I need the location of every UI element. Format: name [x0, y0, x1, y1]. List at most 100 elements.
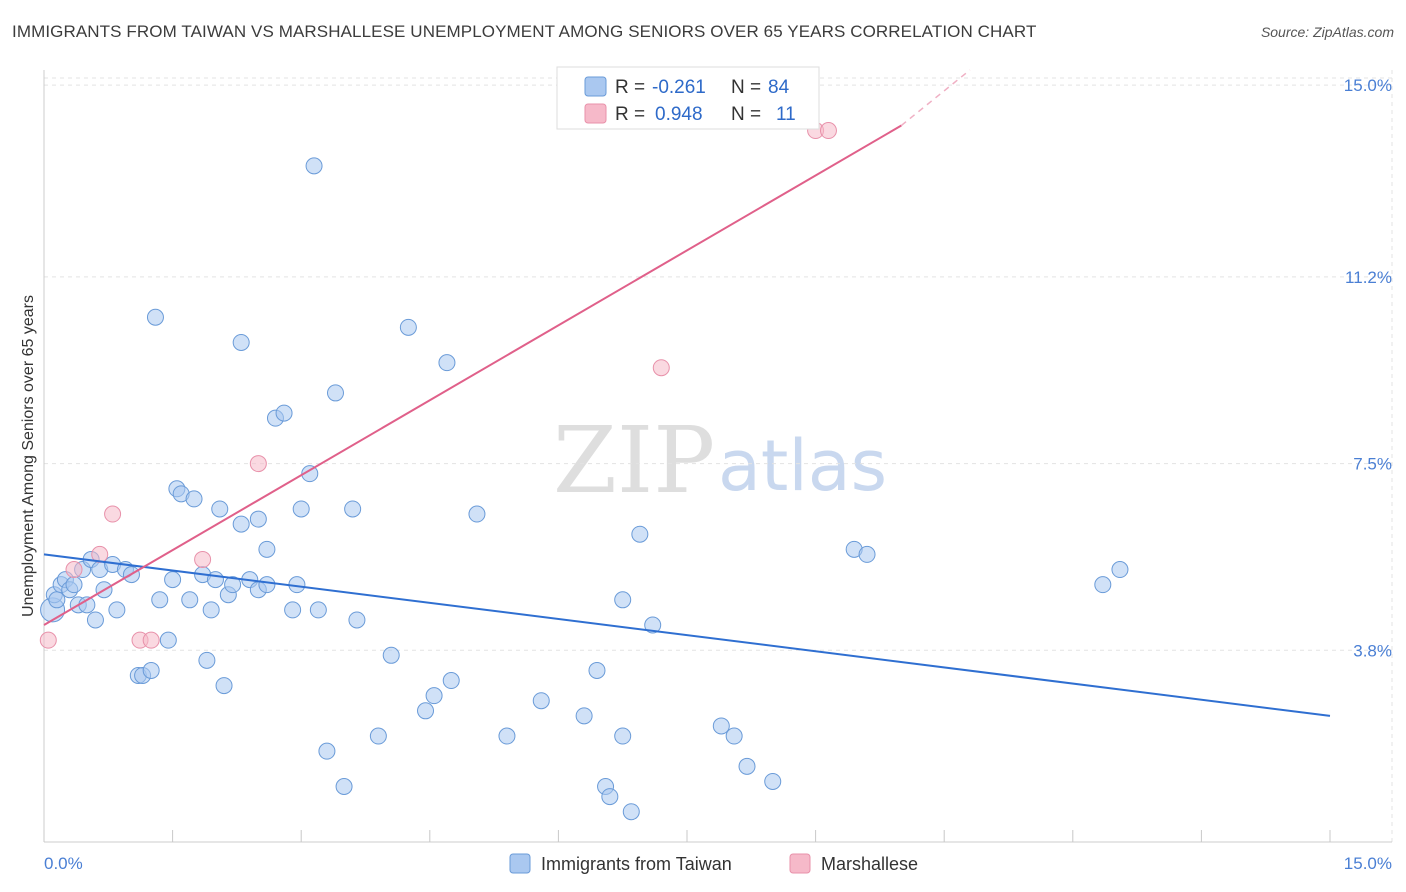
taiwan-point — [764, 772, 782, 790]
taiwan-point — [232, 515, 250, 533]
taiwan-point — [142, 661, 160, 679]
taiwan-point — [48, 591, 66, 609]
taiwan-point — [305, 157, 323, 175]
marshallese-point — [194, 550, 212, 568]
taiwan-point — [858, 545, 876, 563]
taiwan-point — [644, 616, 662, 634]
legend-bottom: Immigrants from Taiwan Marshallese — [509, 853, 918, 874]
taiwan-point — [108, 601, 126, 619]
marshallese-trend-extension — [900, 69, 971, 127]
taiwan-point — [438, 354, 456, 372]
source-label: Source: ZipAtlas.com — [1260, 24, 1394, 40]
y-axis-title: Unemployment Among Seniors over 65 years — [20, 295, 37, 617]
marshallese-trend-line — [43, 124, 902, 626]
taiwan-point — [232, 333, 250, 351]
taiwan-point — [417, 702, 435, 720]
taiwan-point — [614, 727, 632, 745]
grid-lines — [44, 70, 1393, 842]
taiwan-point — [185, 490, 203, 508]
taiwan-point — [326, 384, 344, 402]
legend-marshallese-n-value: 11 — [776, 104, 796, 125]
axes — [43, 70, 1392, 843]
taiwan-point — [159, 631, 177, 649]
legend-marshallese-swatch — [584, 103, 607, 124]
taiwan-point — [86, 611, 104, 629]
legend-bottom-taiwan-label: Immigrants from Taiwan — [541, 854, 732, 874]
legend-taiwan-n-label: N = — [731, 77, 761, 98]
taiwan-point — [575, 707, 593, 725]
legend-marshallese-r-label: R = — [615, 104, 645, 125]
taiwan-point — [712, 717, 730, 735]
legend-marshallese-n-label: N = — [731, 104, 761, 125]
marshallese-point — [819, 122, 837, 140]
taiwan-point — [468, 505, 486, 523]
taiwan-point — [622, 803, 640, 821]
x-tick-label-max: 15.0% — [1344, 854, 1392, 873]
taiwan-point — [335, 777, 353, 795]
taiwan-point — [275, 404, 293, 422]
taiwan-point — [151, 591, 169, 609]
watermark-zip: ZIP — [553, 407, 715, 514]
legend-bottom-marshallese-swatch — [789, 853, 811, 874]
taiwan-point — [198, 651, 216, 669]
taiwan-point — [309, 601, 327, 619]
y-tick-labels: 3.8% 7.5% 11.2% 15.0% — [1344, 76, 1392, 660]
legend-taiwan-r-label: R = — [615, 77, 645, 98]
taiwan-point — [249, 510, 267, 528]
marshallese-point — [39, 631, 57, 649]
y-tick-label: 11.2% — [1345, 268, 1392, 287]
taiwan-point — [65, 576, 83, 594]
x-tick-label-min: 0.0% — [44, 854, 83, 873]
legend-bottom-marshallese-label: Marshallese — [821, 854, 918, 874]
taiwan-point — [215, 677, 233, 695]
taiwan-point — [258, 576, 276, 594]
y-tick-label: 3.8% — [1353, 641, 1392, 660]
taiwan-point — [588, 661, 606, 679]
y-tick-label: 7.5% — [1353, 455, 1392, 474]
legend-top: R = -0.261 N = 84 R = 0.948 N = 11 — [556, 66, 820, 130]
series-marshallese-points — [39, 122, 837, 649]
marshallese-point — [249, 455, 267, 473]
taiwan-point — [301, 465, 319, 483]
taiwan-point — [211, 500, 229, 518]
taiwan-point — [224, 576, 242, 594]
taiwan-point — [344, 500, 362, 518]
marshallese-point — [652, 359, 670, 377]
taiwan-point — [292, 500, 310, 518]
legend-taiwan-n-value: 84 — [768, 77, 790, 98]
taiwan-point — [181, 591, 199, 609]
taiwan-trend-line — [43, 553, 1331, 717]
taiwan-point — [601, 788, 619, 806]
x-ticks — [43, 830, 1331, 842]
taiwan-point — [164, 571, 182, 589]
taiwan-point — [614, 591, 632, 609]
taiwan-point — [425, 687, 443, 705]
taiwan-point — [258, 540, 276, 558]
taiwan-point — [369, 727, 387, 745]
chart-title: IMMIGRANTS FROM TAIWAN VS MARSHALLESE UN… — [12, 22, 1037, 41]
taiwan-point — [318, 742, 336, 760]
watermark-atlas: atlas — [718, 425, 887, 507]
taiwan-point — [1111, 561, 1129, 579]
legend-taiwan-r-value: -0.261 — [652, 77, 706, 98]
taiwan-point — [202, 601, 220, 619]
taiwan-point — [146, 308, 164, 326]
taiwan-point — [442, 672, 460, 690]
marshallese-point — [142, 631, 160, 649]
taiwan-point — [725, 727, 743, 745]
taiwan-point — [631, 525, 649, 543]
y-tick-label: 15.0% — [1344, 76, 1392, 95]
taiwan-point — [1094, 576, 1112, 594]
taiwan-point — [348, 611, 366, 629]
taiwan-point — [738, 757, 756, 775]
taiwan-point — [382, 646, 400, 664]
marshallese-point — [65, 561, 83, 579]
trend-lines — [43, 69, 1331, 717]
taiwan-point — [399, 318, 417, 336]
taiwan-point — [532, 692, 550, 710]
legend-taiwan-swatch — [584, 76, 607, 97]
legend-marshallese-r-value: 0.948 — [655, 104, 703, 125]
marshallese-point — [104, 505, 122, 523]
taiwan-point — [284, 601, 302, 619]
